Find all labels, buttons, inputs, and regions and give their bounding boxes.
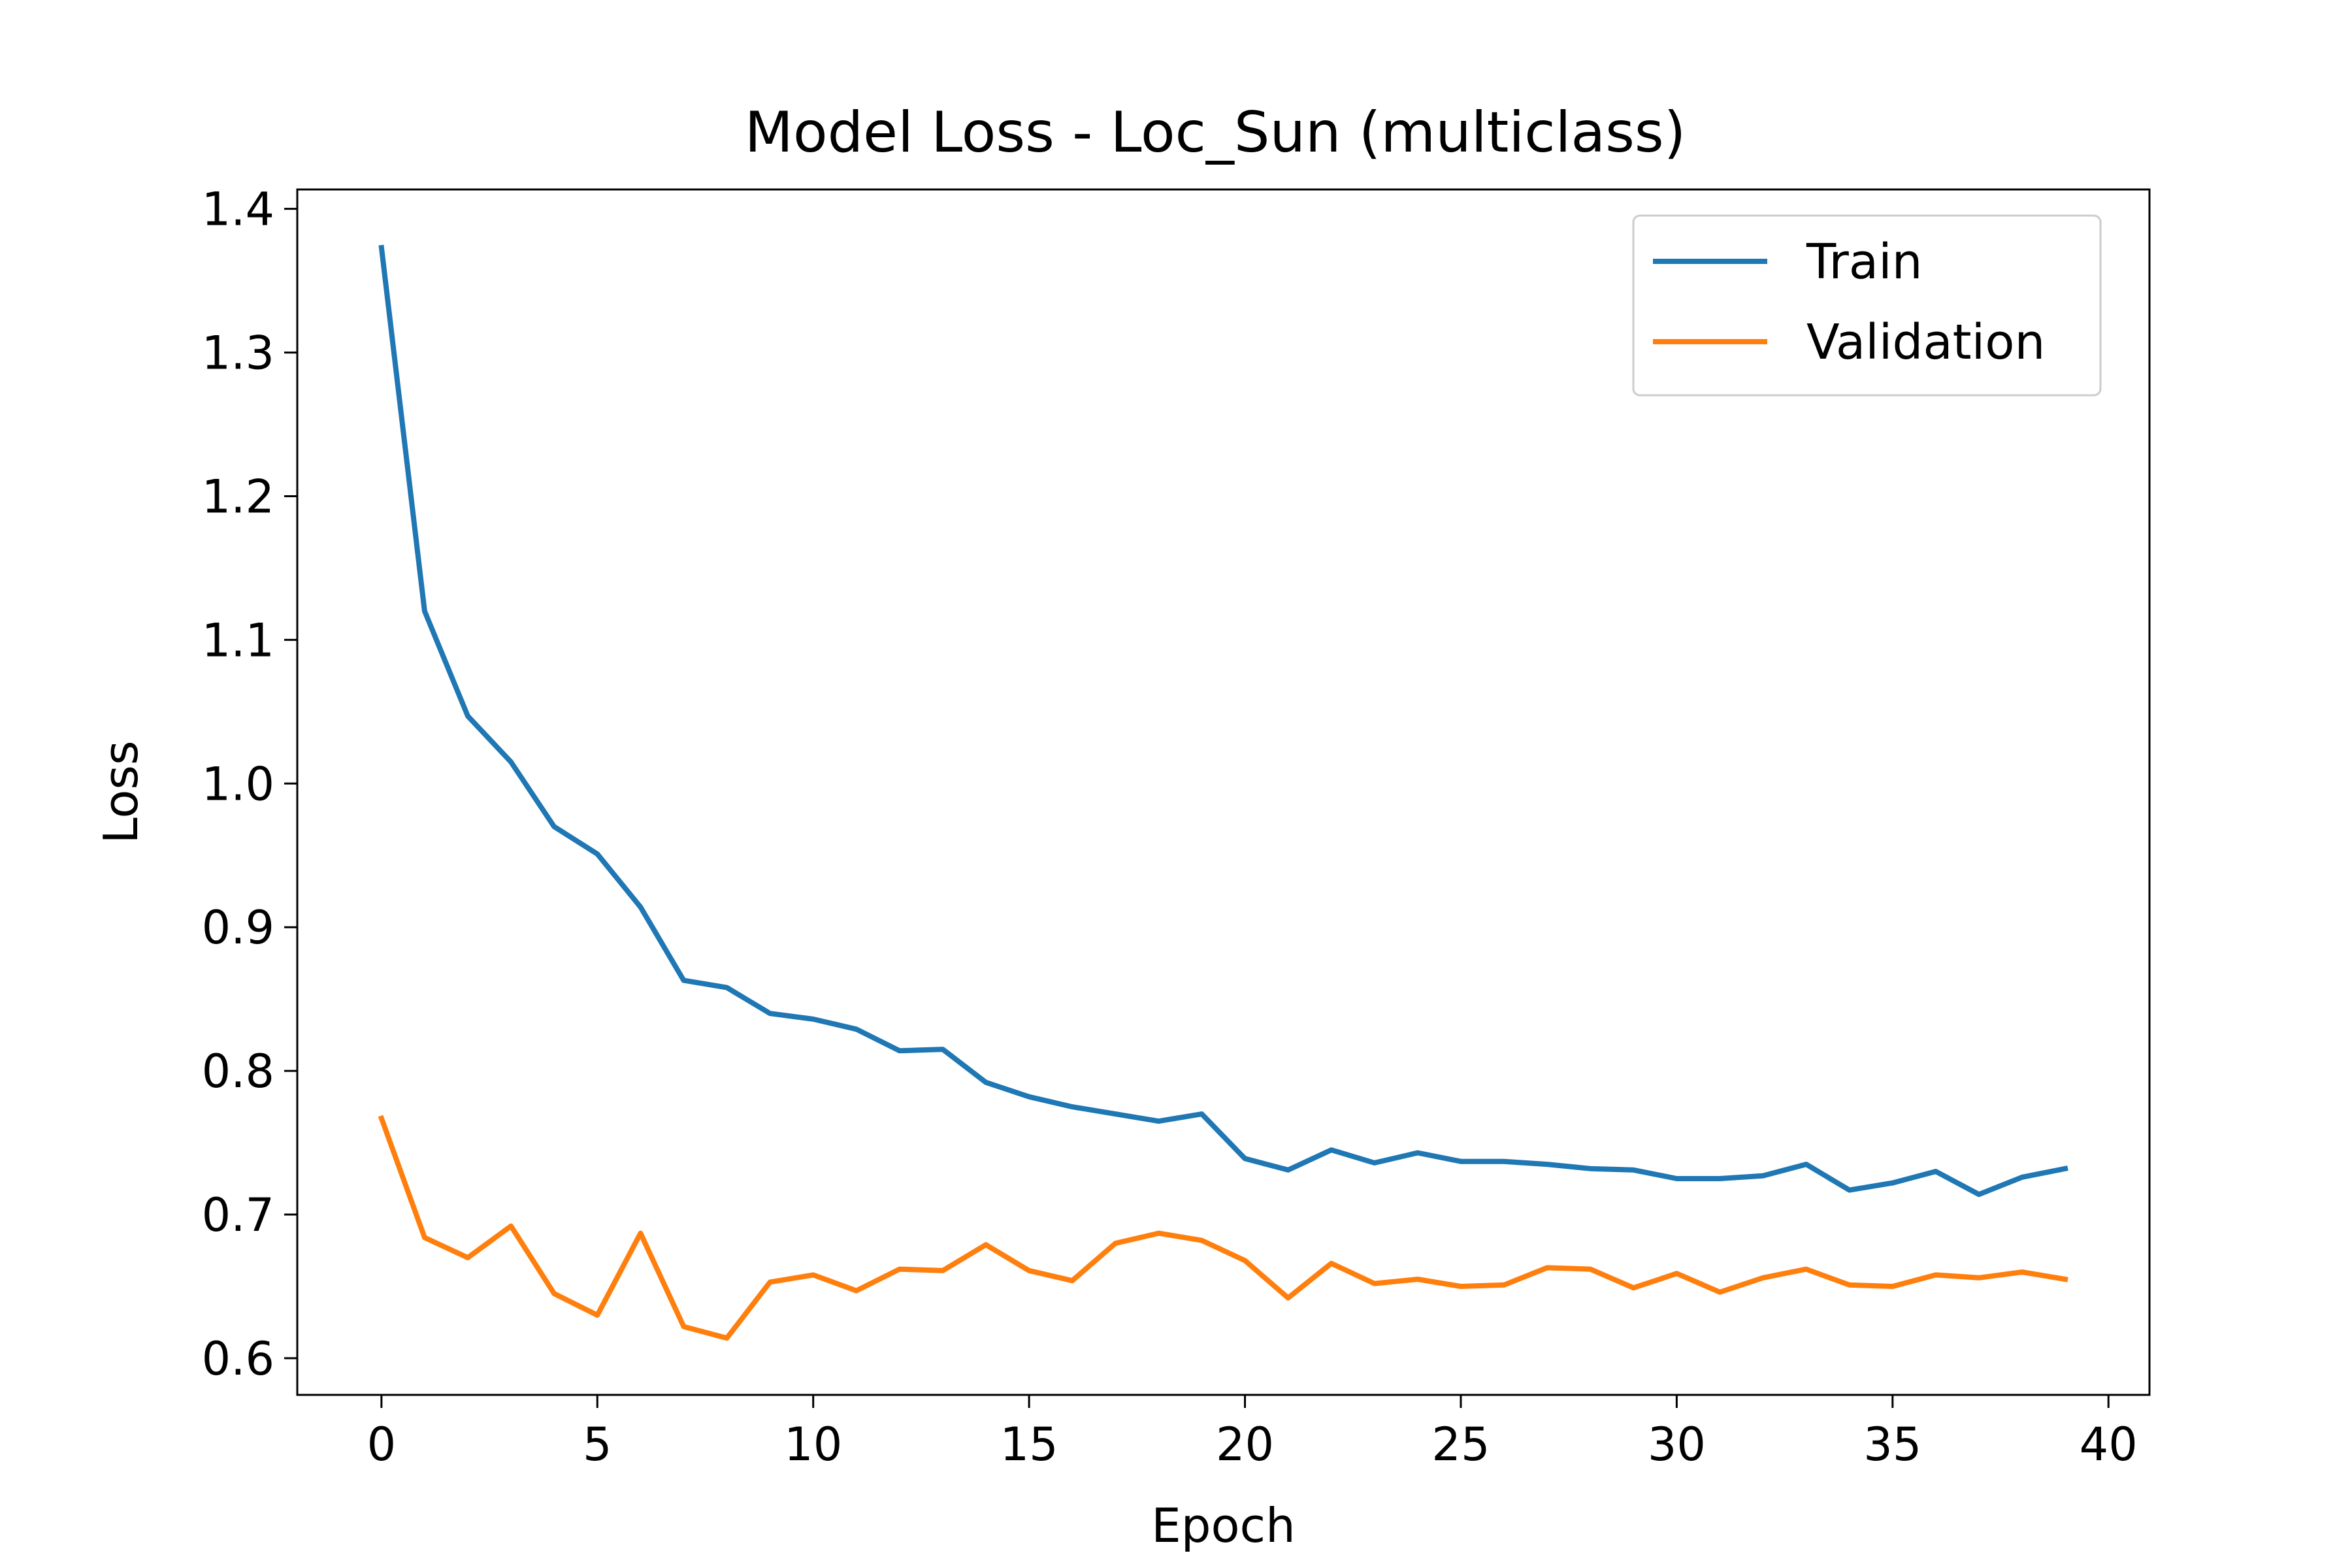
y-tick-label: 0.6 (202, 1332, 274, 1386)
x-tick-label: 40 (2080, 1418, 2138, 1471)
legend: Train Validation (1632, 214, 2102, 397)
series-layer (378, 244, 2068, 1341)
y-tick-label: 1.4 (202, 183, 274, 237)
x-tick-label: 5 (583, 1418, 612, 1471)
y-axis: 0.6 0.7 0.8 0.9 1.0 1.1 1.2 1.3 1.4 (202, 183, 297, 1386)
y-tick-label: 1.2 (202, 470, 274, 523)
y-tick-label: 1.1 (202, 613, 274, 667)
x-tick-label: 20 (1216, 1418, 1274, 1471)
y-tick-label: 0.7 (202, 1188, 274, 1242)
y-tick-label: 0.9 (202, 901, 274, 955)
x-tick-label: 30 (1648, 1418, 1706, 1471)
x-tick-label: 10 (784, 1418, 842, 1471)
y-tick-label: 1.0 (202, 757, 274, 811)
legend-label-train: Train (1806, 234, 1923, 290)
y-tick-label: 1.3 (202, 327, 274, 380)
x-tick-label: 35 (1863, 1418, 1921, 1471)
series-line-train (378, 244, 2068, 1198)
series-line-validation (378, 1115, 2068, 1341)
x-tick-label: 15 (1000, 1418, 1058, 1471)
plot-frame (296, 188, 2151, 1396)
x-tick-label: 0 (367, 1418, 397, 1471)
legend-label-validation: Validation (1806, 314, 2045, 370)
x-tick-label: 25 (1431, 1418, 1490, 1471)
y-tick-label: 0.8 (202, 1045, 274, 1098)
x-axis: 0 5 10 15 20 25 30 35 40 (367, 1395, 2138, 1471)
y-axis-label: Loss (93, 741, 148, 844)
x-axis-label: Epoch (1151, 1498, 1295, 1553)
chart-title: Model Loss - Loc_Sun (multiclass) (745, 100, 1686, 165)
